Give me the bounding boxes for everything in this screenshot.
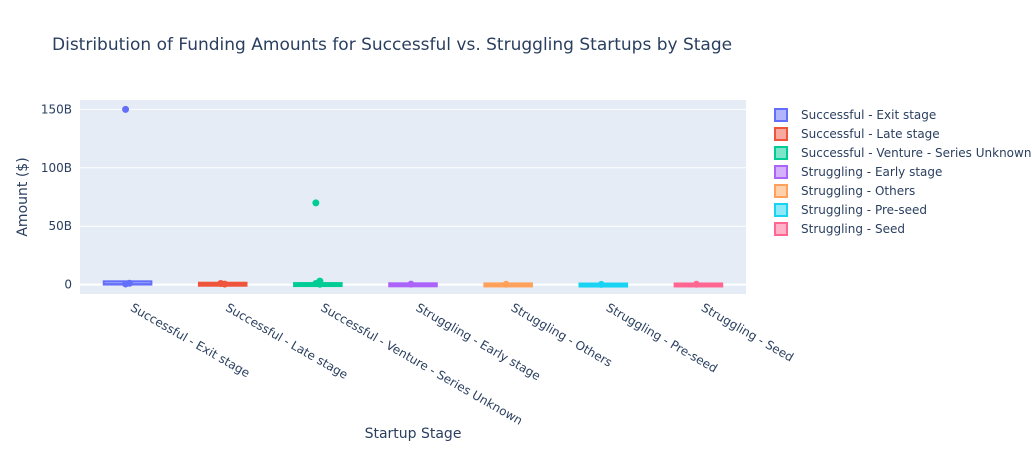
outlier-point bbox=[312, 199, 320, 207]
outlier-point bbox=[407, 280, 415, 288]
legend-swatch bbox=[774, 203, 788, 217]
legend: Successful - Exit stage Successful - Late… bbox=[774, 108, 1031, 236]
legend-label: Successful - Venture - Series Unknown bbox=[801, 146, 1031, 160]
chart-title: Distribution of Funding Amounts for Succ… bbox=[52, 35, 732, 55]
legend-swatch bbox=[774, 184, 788, 198]
plot-area bbox=[80, 100, 746, 294]
legend-label: Struggling - Seed bbox=[801, 222, 905, 236]
outlier-point bbox=[122, 280, 130, 288]
legend-swatch bbox=[774, 127, 788, 141]
outlier-point bbox=[597, 280, 605, 288]
x-tick-label: Struggling - Seed bbox=[699, 300, 796, 364]
outlier-point bbox=[122, 105, 130, 113]
outlier-points bbox=[122, 105, 700, 288]
outlier-point bbox=[692, 280, 700, 288]
y-tick-label: 50B bbox=[48, 219, 72, 233]
legend-swatch bbox=[774, 108, 788, 122]
y-tick-label: 150B bbox=[41, 102, 72, 116]
legend-swatch bbox=[774, 222, 788, 236]
legend-label: Successful - Exit stage bbox=[801, 108, 936, 122]
outlier-point bbox=[502, 280, 510, 288]
legend-label: Struggling - Pre-seed bbox=[801, 203, 927, 217]
legend-swatch bbox=[774, 165, 788, 179]
legend-label: Successful - Late stage bbox=[801, 127, 940, 141]
x-tick-label: Successful - Venture - Series Unknown bbox=[318, 300, 525, 427]
x-tick-label: Struggling - Others bbox=[509, 300, 615, 369]
y-tick-label: 100B bbox=[41, 161, 72, 175]
y-axis-ticks: 0 50B 100B 150B bbox=[41, 102, 72, 291]
legend-label: Struggling - Early stage bbox=[801, 165, 942, 179]
x-axis-title: Startup Stage bbox=[365, 426, 462, 442]
y-axis-title: Amount ($) bbox=[15, 157, 31, 236]
outlier-point bbox=[221, 280, 229, 288]
outlier-point bbox=[316, 280, 324, 288]
legend-label: Struggling - Others bbox=[801, 184, 915, 198]
legend-swatch bbox=[774, 146, 788, 160]
y-tick-label: 0 bbox=[64, 278, 72, 292]
